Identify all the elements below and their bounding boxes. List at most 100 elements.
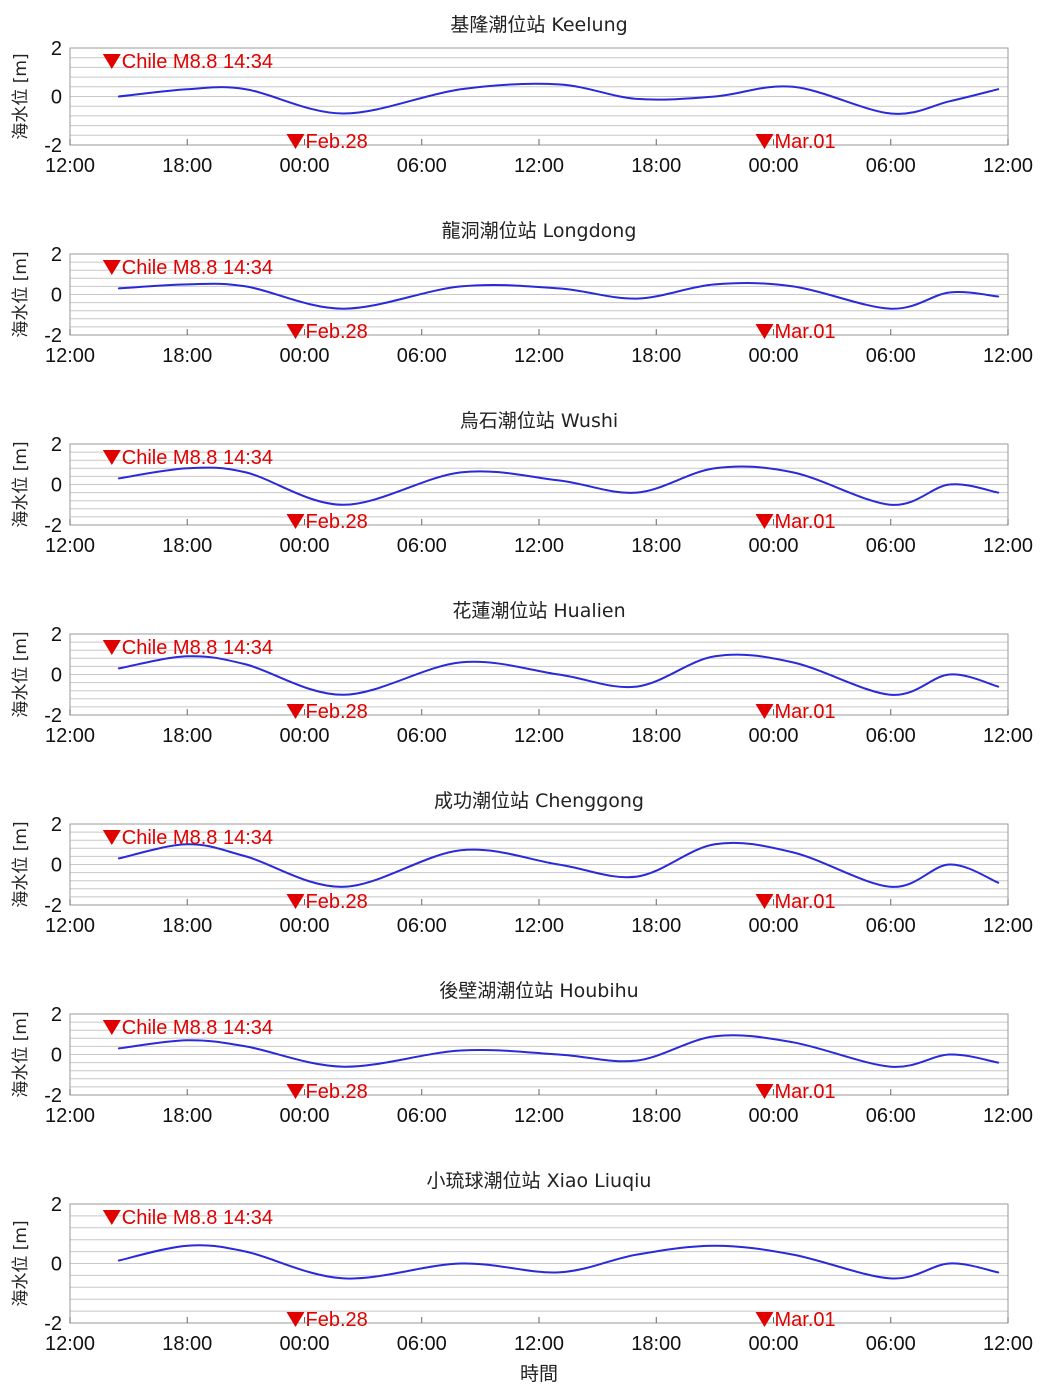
y-tick-label: 2	[51, 624, 62, 646]
x-tick-label: 18:00	[631, 915, 681, 937]
y-tick-label: 0	[51, 87, 62, 109]
event-label: Mar.01	[775, 891, 836, 913]
x-tick-label: 18:00	[631, 155, 681, 177]
x-tick-label: 12:00	[514, 155, 564, 177]
x-tick-label: 06:00	[866, 535, 916, 557]
event-marker	[102, 260, 121, 275]
event-marker	[755, 514, 774, 529]
event-marker	[102, 54, 121, 69]
x-tick-label: 00:00	[748, 155, 798, 177]
event-label: Chile M8.8 14:34	[122, 827, 273, 849]
x-tick-label: 00:00	[279, 155, 329, 177]
x-tick-label: 00:00	[279, 725, 329, 747]
x-tick-label: 18:00	[162, 535, 212, 557]
event-marker	[755, 1084, 774, 1099]
x-tick-label: 18:00	[162, 1105, 212, 1127]
x-axis-label: 時間	[520, 1363, 558, 1385]
x-tick-label: 12:00	[45, 345, 95, 367]
x-tick-label: 12:00	[983, 535, 1033, 557]
event-label: Chile M8.8 14:34	[122, 257, 273, 279]
y-axis-label: 海水位 [m]	[11, 821, 31, 907]
series-line	[117, 1244, 1000, 1280]
x-tick-label: 12:00	[514, 1333, 564, 1355]
series-line	[117, 282, 1000, 310]
y-tick-label: 2	[51, 1194, 62, 1216]
x-tick-label: 12:00	[983, 345, 1033, 367]
event-marker	[102, 830, 121, 845]
event-marker	[102, 1020, 121, 1035]
y-tick-label: -2	[44, 1313, 62, 1335]
x-tick-label: 12:00	[45, 155, 95, 177]
event-label: Chile M8.8 14:34	[122, 637, 273, 659]
event-label: Feb.28	[306, 891, 368, 913]
x-tick-label: 12:00	[45, 1333, 95, 1355]
x-tick-label: 00:00	[279, 1333, 329, 1355]
event-marker	[286, 514, 305, 529]
x-tick-label: 18:00	[631, 1105, 681, 1127]
x-tick-label: 18:00	[162, 345, 212, 367]
panel-title: 龍洞潮位站 Longdong	[442, 220, 637, 242]
y-axis-label: 海水位 [m]	[11, 1220, 31, 1306]
x-tick-label: 00:00	[748, 915, 798, 937]
x-tick-label: 00:00	[279, 915, 329, 937]
x-tick-label: 06:00	[397, 345, 447, 367]
x-tick-label: 12:00	[45, 915, 95, 937]
x-tick-label: 18:00	[631, 725, 681, 747]
y-tick-label: 0	[51, 1045, 62, 1067]
event-label: Chile M8.8 14:34	[122, 51, 273, 73]
x-tick-label: 12:00	[983, 725, 1033, 747]
panel-title: 後壁湖潮位站 Houbihu	[439, 980, 638, 1002]
event-marker	[286, 704, 305, 719]
x-tick-label: 12:00	[983, 1105, 1033, 1127]
series-line	[117, 465, 1000, 506]
x-tick-label: 12:00	[514, 725, 564, 747]
y-tick-label: -2	[44, 705, 62, 727]
y-tick-label: 0	[51, 285, 62, 307]
event-label: Feb.28	[306, 701, 368, 723]
y-tick-label: 0	[51, 1254, 62, 1276]
x-tick-label: 06:00	[866, 1333, 916, 1355]
event-marker	[102, 450, 121, 465]
y-tick-label: 0	[51, 475, 62, 497]
x-tick-label: 12:00	[983, 155, 1033, 177]
y-tick-label: 2	[51, 38, 62, 60]
panel-title: 烏石潮位站 Wushi	[460, 410, 618, 432]
event-label: Chile M8.8 14:34	[122, 1207, 273, 1229]
x-tick-label: 18:00	[631, 535, 681, 557]
event-marker	[755, 324, 774, 339]
y-axis-label: 海水位 [m]	[11, 53, 31, 139]
event-label: Chile M8.8 14:34	[122, 1017, 273, 1039]
x-tick-label: 00:00	[279, 1105, 329, 1127]
series-line	[117, 653, 1000, 696]
x-tick-label: 12:00	[45, 1105, 95, 1127]
panel-title: 小琉球潮位站 Xiao Liuqiu	[427, 1170, 652, 1192]
x-tick-label: 00:00	[748, 1105, 798, 1127]
event-label: Mar.01	[775, 511, 836, 533]
x-tick-label: 12:00	[514, 915, 564, 937]
series-line	[117, 82, 1000, 115]
event-marker	[755, 704, 774, 719]
event-label: Feb.28	[306, 1081, 368, 1103]
panel-title: 成功潮位站 Chenggong	[434, 790, 644, 812]
x-tick-label: 12:00	[514, 1105, 564, 1127]
event-marker	[286, 134, 305, 149]
event-label: Mar.01	[775, 321, 836, 343]
event-label: Feb.28	[306, 321, 368, 343]
x-tick-label: 00:00	[748, 725, 798, 747]
x-tick-label: 18:00	[162, 725, 212, 747]
y-axis-label: 海水位 [m]	[11, 631, 31, 717]
x-tick-label: 00:00	[748, 535, 798, 557]
x-tick-label: 06:00	[866, 155, 916, 177]
x-tick-label: 12:00	[983, 915, 1033, 937]
event-marker	[286, 894, 305, 909]
x-tick-label: 06:00	[866, 1105, 916, 1127]
x-tick-label: 06:00	[866, 915, 916, 937]
x-tick-label: 06:00	[866, 725, 916, 747]
x-tick-label: 18:00	[631, 345, 681, 367]
y-axis-label: 海水位 [m]	[11, 441, 31, 527]
x-tick-label: 18:00	[162, 1333, 212, 1355]
y-tick-label: 0	[51, 665, 62, 687]
series-line	[117, 1034, 1000, 1068]
x-tick-label: 12:00	[45, 535, 95, 557]
